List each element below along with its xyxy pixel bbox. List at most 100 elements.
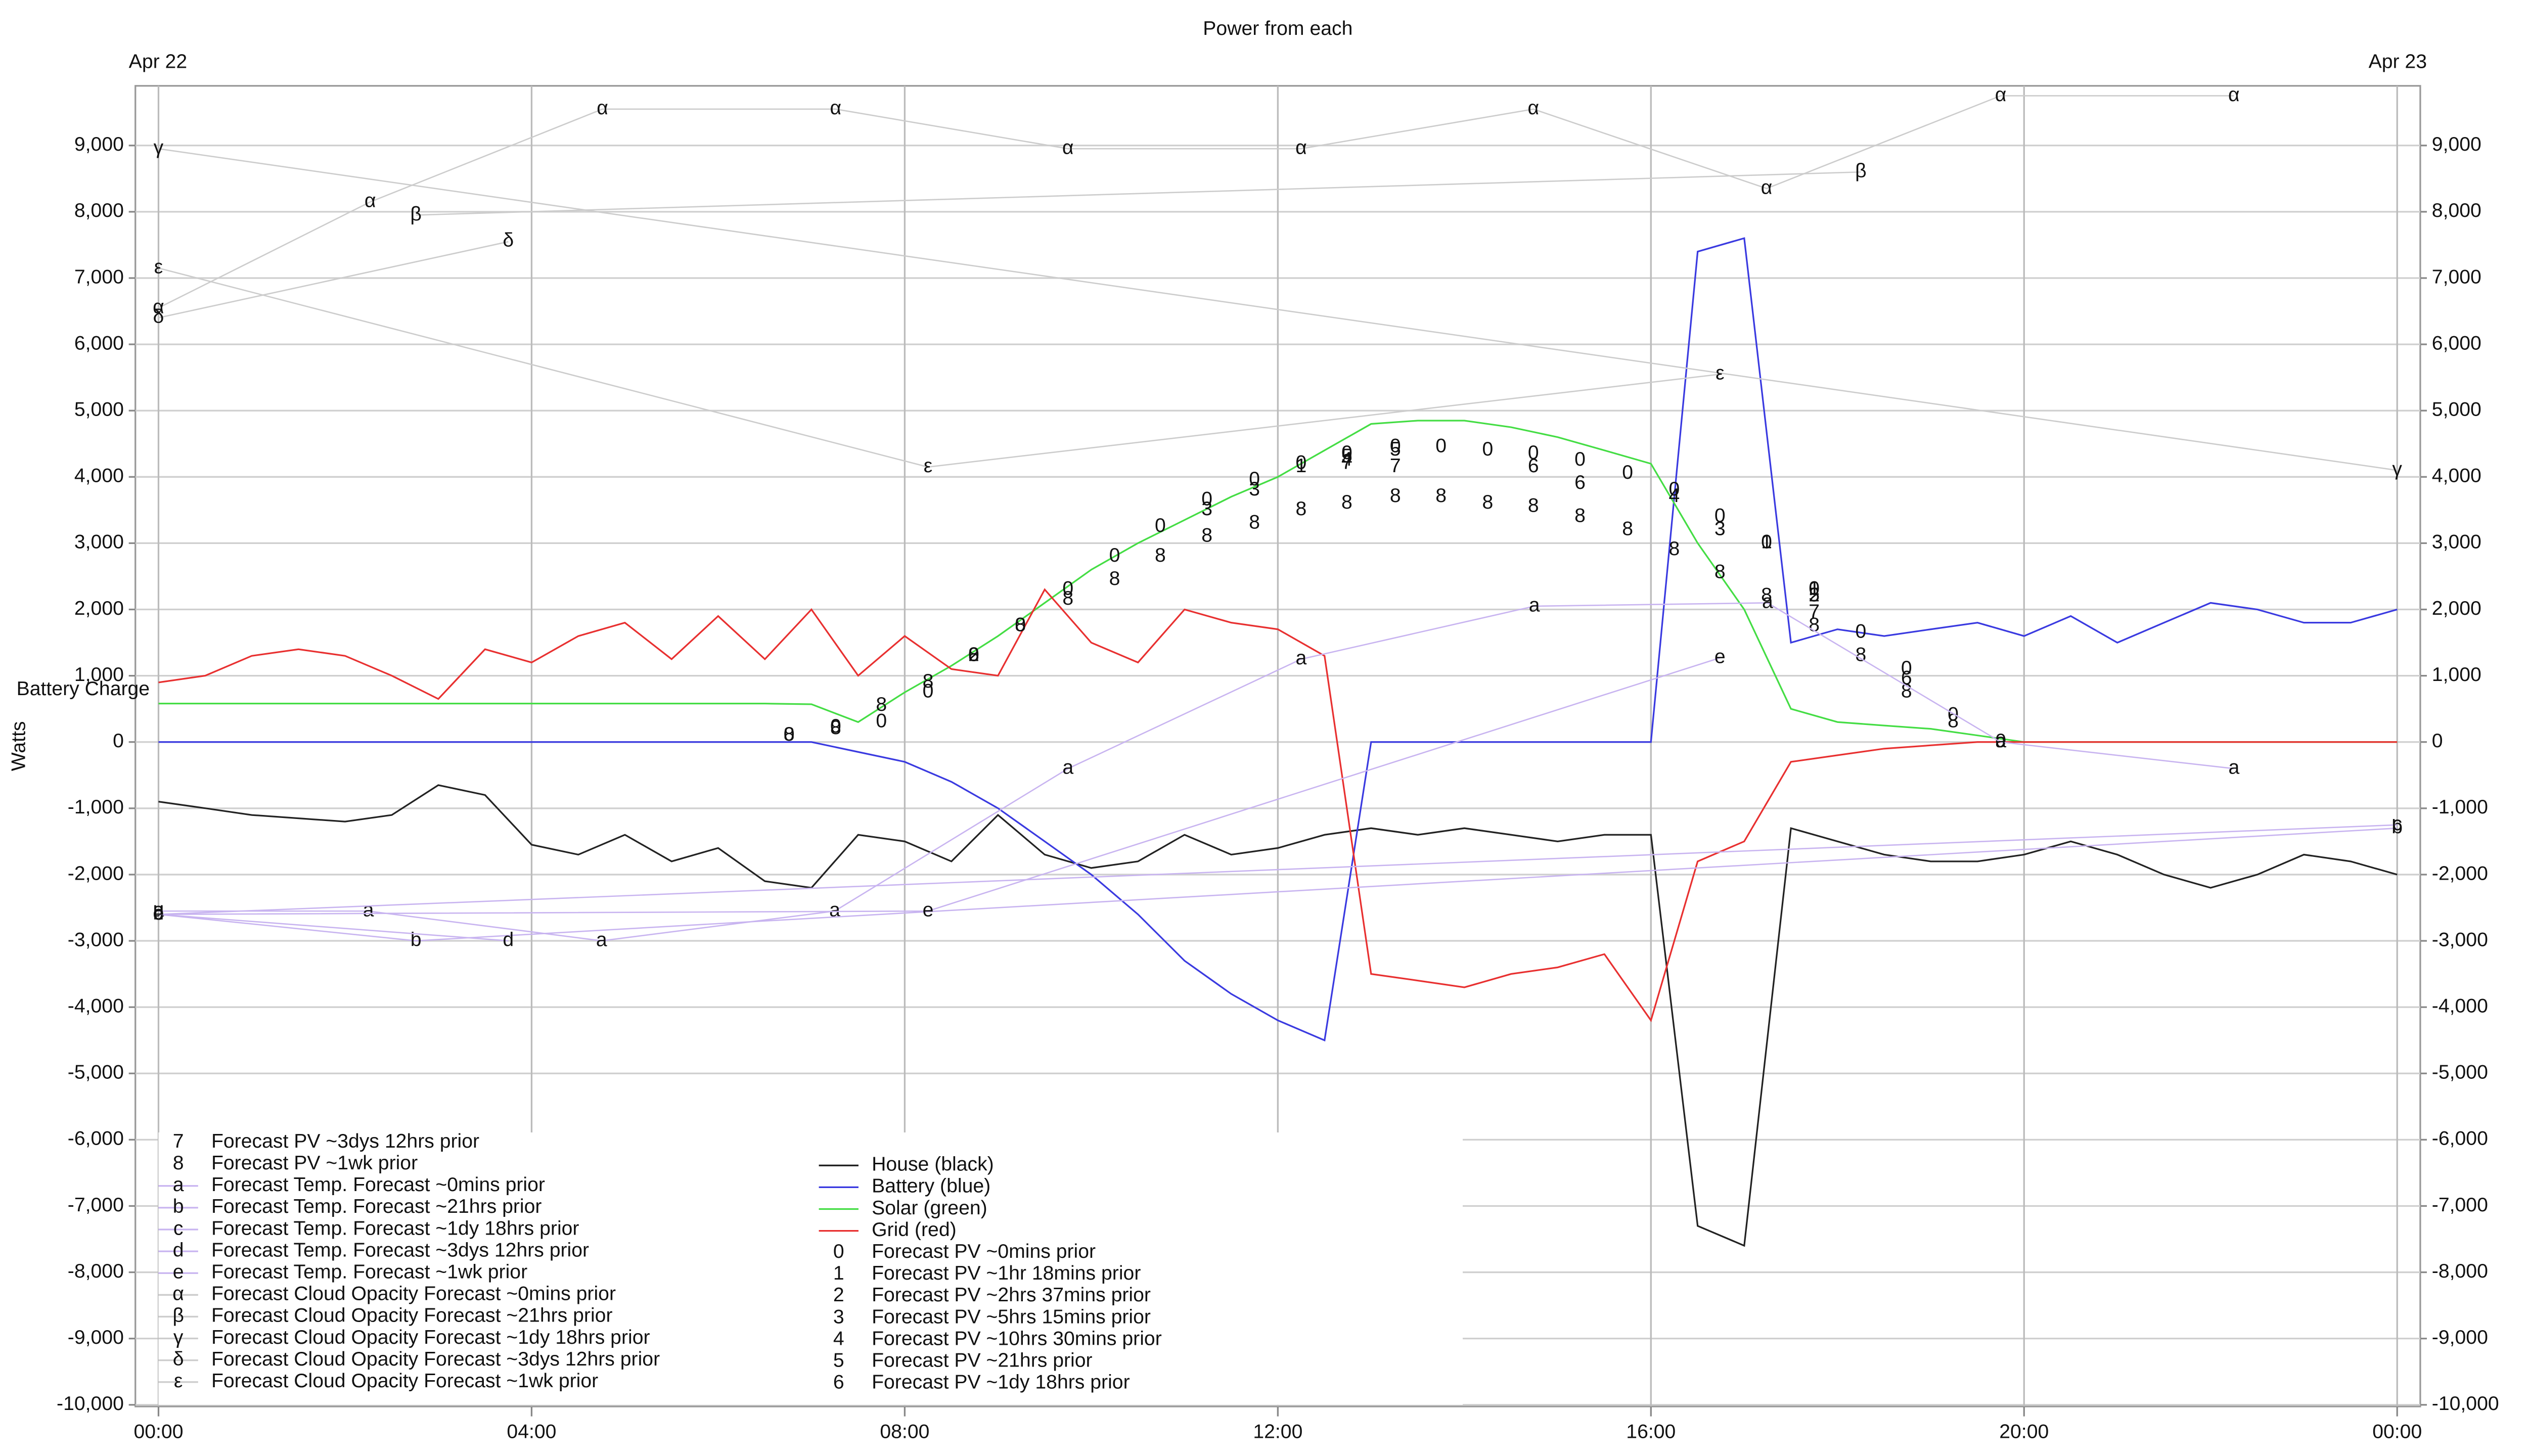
- series-marker: a: [1995, 730, 2006, 752]
- series-marker: δ: [503, 230, 514, 251]
- legend-marker: 8: [173, 1152, 184, 1174]
- series-marker: 1: [1761, 531, 1772, 553]
- series-marker: δ: [153, 306, 164, 328]
- series-marker: 8: [1622, 518, 1633, 540]
- series-marker: 0: [1669, 478, 1680, 500]
- y-tick-label: -2,000: [68, 862, 124, 884]
- series-marker: 1: [1296, 455, 1307, 477]
- series-marker: 0: [1995, 730, 2006, 752]
- series-marker: 8: [1201, 525, 1212, 547]
- series-marker: 0: [1015, 614, 1026, 636]
- legend-label: Forecast PV ~0mins prior: [872, 1241, 1096, 1262]
- y-tick-label: 2,000: [74, 598, 124, 619]
- series-marker: 8: [1249, 511, 1260, 533]
- y-tick-label: 5,000: [2432, 399, 2481, 421]
- y-tick-label: 4,000: [2432, 465, 2481, 487]
- y-tick-label: -10,000: [2432, 1393, 2499, 1415]
- series-marker: γ: [154, 137, 164, 159]
- legend-label: Battery (blue): [872, 1175, 990, 1197]
- legend-marker: c: [173, 1217, 184, 1239]
- series-marker: α: [830, 97, 842, 119]
- series-marker: a: [363, 899, 374, 921]
- series-marker: 8: [1482, 491, 1494, 513]
- series-marker: c: [2392, 813, 2402, 835]
- legend-label: House (black): [872, 1154, 994, 1175]
- y-tick-label: 2,000: [2432, 598, 2481, 619]
- x-tick-label: 12:00: [1253, 1421, 1302, 1443]
- series-marker: 0: [1482, 438, 1494, 460]
- y-tick-label: 6,000: [2432, 332, 2481, 354]
- legend-marker: α: [172, 1283, 184, 1305]
- battery-label: Battery Charge: [17, 678, 150, 700]
- legend-marker: b: [173, 1196, 184, 1217]
- series-marker: b: [153, 902, 164, 924]
- legend-marker: e: [173, 1261, 184, 1283]
- x-tick-label: 00:00: [2372, 1421, 2422, 1443]
- chart-title: Power from each: [1203, 18, 1352, 39]
- series-marker: e: [923, 899, 934, 921]
- legend-label: Forecast Cloud Opacity Forecast ~3dys 12…: [211, 1348, 660, 1370]
- y-tick-label: -10,000: [57, 1393, 124, 1415]
- series-marker: γ: [2392, 459, 2402, 480]
- series-marker: 8: [1809, 614, 1820, 636]
- y-tick-label: 9,000: [74, 133, 124, 155]
- series-line: [158, 95, 2234, 309]
- date-label: Apr 23: [2369, 51, 2427, 72]
- y-tick-label: 0: [113, 730, 124, 752]
- series-marker: 0: [1155, 515, 1166, 536]
- series-marker: 8: [830, 717, 841, 739]
- y-tick-label: -7,000: [2432, 1194, 2488, 1216]
- series-marker: 7: [1809, 601, 1820, 622]
- x-tick-label: 20:00: [1999, 1421, 2049, 1443]
- series-marker: 0: [1622, 462, 1633, 483]
- series-marker: 0: [1528, 442, 1539, 464]
- series-marker: 5: [1809, 584, 1820, 606]
- legend-label: Grid (red): [872, 1219, 957, 1241]
- legend-label: Forecast PV ~21hrs prior: [872, 1350, 1093, 1372]
- series-marker: 8: [1528, 495, 1539, 517]
- y-tick-label: 8,000: [74, 200, 124, 221]
- series-marker: 0: [1296, 451, 1307, 473]
- y-tick-label: -6,000: [68, 1128, 124, 1150]
- series-marker: 7: [1341, 451, 1352, 473]
- series-marker: 6: [1528, 455, 1539, 477]
- series-line: [158, 914, 509, 942]
- series-line: [158, 588, 2398, 1022]
- series-marker: 8: [968, 644, 979, 666]
- series-line: [416, 171, 1861, 216]
- series-marker: 0: [1390, 435, 1401, 457]
- legend-marker: 4: [833, 1328, 844, 1349]
- y-tick-label: -8,000: [68, 1260, 124, 1282]
- legend-marker: d: [173, 1239, 184, 1261]
- series-marker: 8: [1390, 485, 1401, 507]
- series-marker: 0: [1809, 578, 1820, 600]
- y-tick-label: -4,000: [68, 995, 124, 1017]
- series-marker: 5: [1390, 438, 1401, 460]
- series-line: [158, 267, 1720, 468]
- series-marker: 8: [1574, 505, 1586, 526]
- y-tick-label: -3,000: [2432, 929, 2488, 950]
- series-marker: a: [2228, 757, 2239, 779]
- series-marker: 8: [1015, 614, 1026, 636]
- series-marker: 0: [923, 680, 934, 702]
- legend-label: Forecast Temp. Forecast ~0mins prior: [211, 1174, 545, 1196]
- series-marker: 2: [968, 644, 979, 666]
- series-marker: ε: [924, 455, 932, 477]
- x-tick-label: 08:00: [880, 1421, 929, 1443]
- series-marker: α: [365, 190, 376, 212]
- legend-label: Forecast Temp. Forecast ~21hrs prior: [211, 1196, 541, 1217]
- series-marker: 8: [1155, 544, 1166, 566]
- series-marker: 0: [1062, 578, 1073, 600]
- series-line: [158, 657, 1721, 915]
- series-marker: a: [1762, 591, 1773, 613]
- series-marker: ε: [1716, 362, 1724, 384]
- series-marker: b: [411, 929, 422, 950]
- y-tick-label: -2,000: [2432, 862, 2488, 884]
- series-marker: α: [1761, 176, 1773, 198]
- series-marker: α: [1295, 137, 1307, 159]
- series-marker: 0: [1856, 621, 1867, 643]
- y-tick-label: 1,000: [2432, 664, 2481, 686]
- series-marker: 8: [1109, 568, 1120, 589]
- y-tick-label: -6,000: [2432, 1128, 2488, 1150]
